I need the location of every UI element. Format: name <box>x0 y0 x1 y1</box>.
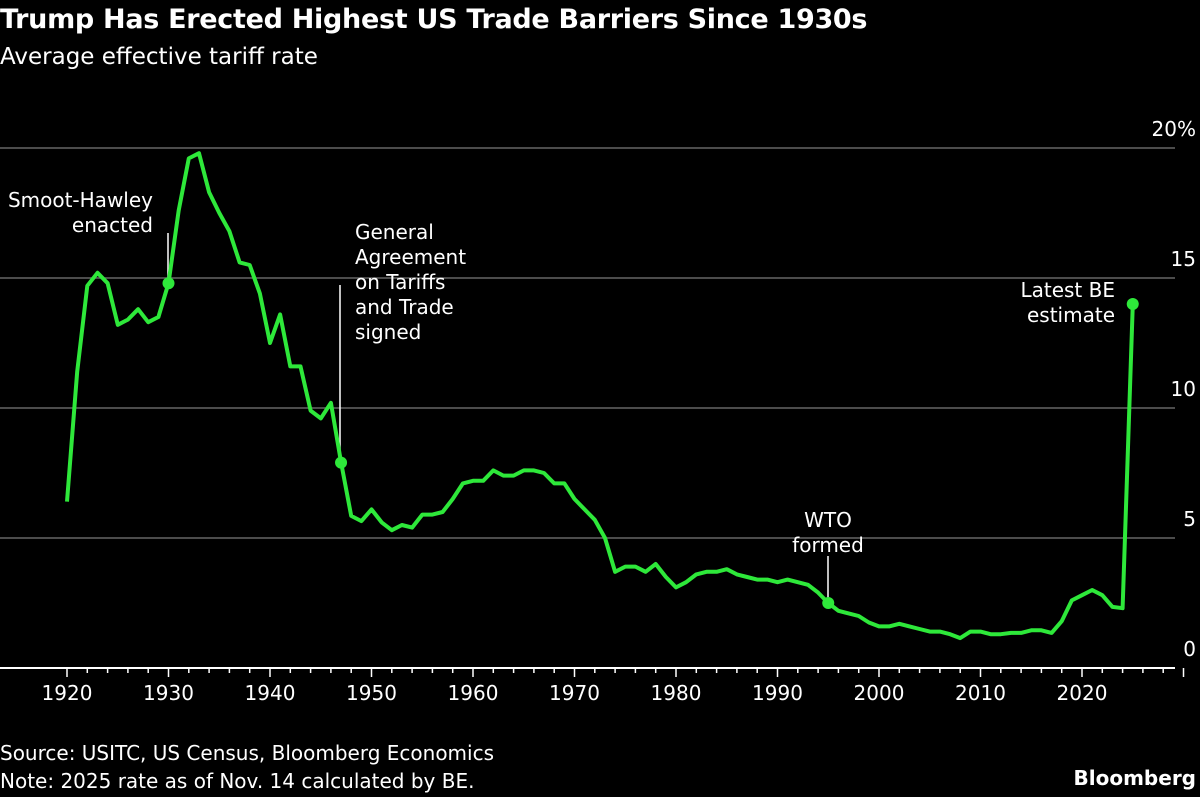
annotation-label: Agreement <box>355 245 466 269</box>
x-tick-label: 1940 <box>245 681 296 705</box>
annotation-label: Smoot-Hawley <box>8 188 153 212</box>
chart-title: Trump Has Erected Highest US Trade Barri… <box>0 4 868 35</box>
y-tick-label: 10 <box>1171 377 1196 401</box>
annotation-label: signed <box>355 320 421 344</box>
annotation-point <box>162 277 175 290</box>
x-tick-label: 2000 <box>854 681 905 705</box>
x-tick-label: 2010 <box>955 681 1006 705</box>
annotation-point <box>335 456 348 469</box>
annotation-point <box>822 597 835 609</box>
x-tick-label: 1980 <box>651 681 702 705</box>
x-tick-label: 1930 <box>143 681 194 705</box>
x-tick-label: 1950 <box>346 681 397 705</box>
y-tick-label: 5 <box>1183 507 1196 531</box>
gridlines <box>0 147 1175 539</box>
chart-subtitle: Average effective tariff rate <box>0 44 318 70</box>
footnote: Note: 2025 rate as of Nov. 14 calculated… <box>0 769 475 793</box>
x-tick-label: 1990 <box>752 681 803 705</box>
x-tick-label: 1920 <box>42 681 93 705</box>
x-axis: 1920 1930 1940 1950 1960 1970 1980 1990 2000 2010… <box>0 667 1185 705</box>
data-points <box>162 277 1139 609</box>
annotation-label: on Tariffs <box>355 270 445 294</box>
annotation-point <box>1126 298 1139 310</box>
annotation-label: formed <box>792 533 864 557</box>
y-axis: 0 5 10 15 20% <box>1152 117 1196 661</box>
series-line <box>65 151 1135 641</box>
annotation-label: Latest BE <box>1020 278 1115 302</box>
y-tick-label: 20% <box>1152 117 1196 141</box>
y-tick-label: 0 <box>1183 637 1196 661</box>
annotation-label: and Trade <box>355 295 454 319</box>
bloomberg-logo: Bloomberg <box>1073 766 1196 790</box>
annotation-label: enacted <box>72 213 153 237</box>
x-tick-label: 2020 <box>1057 681 1108 705</box>
source-note: Source: USITC, US Census, Bloomberg Econ… <box>0 741 495 765</box>
annotation-label: General <box>355 220 434 244</box>
x-tick-label: 1970 <box>549 681 600 705</box>
x-tick-label: 1960 <box>448 681 499 705</box>
annotation-leaders <box>167 233 829 603</box>
y-tick-label: 15 <box>1171 247 1196 271</box>
annotation-label: WTO <box>804 508 852 532</box>
annotation-label: estimate <box>1027 303 1115 327</box>
